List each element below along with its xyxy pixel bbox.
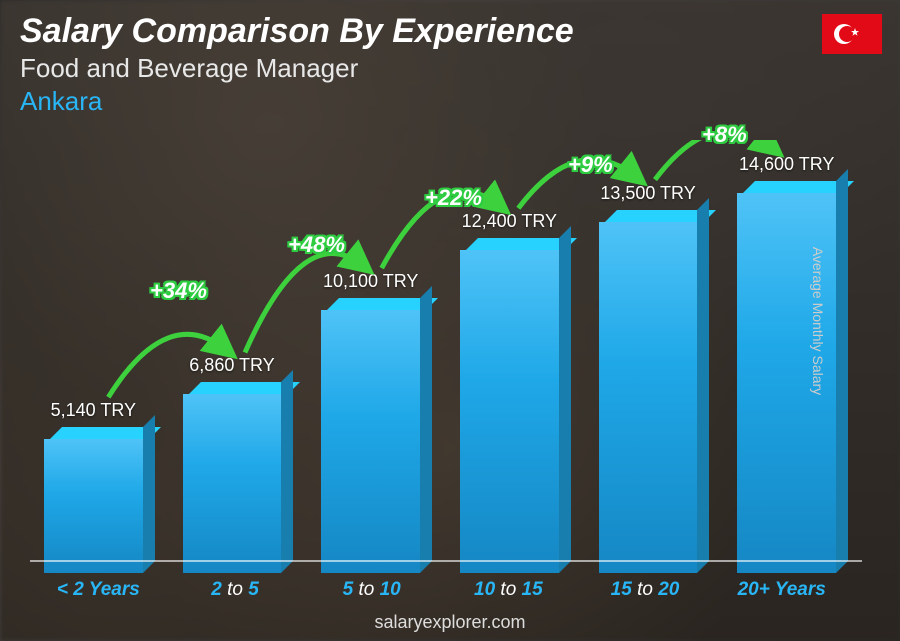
x-axis-label: 15 to 20 (577, 579, 714, 601)
increase-percent-badge: +9% (568, 152, 613, 178)
chart-plot-area: 5,140 TRY 6,860 TRY 10,100 TRY 12,400 TR… (30, 140, 850, 561)
header: Salary Comparison By Experience Food and… (20, 12, 880, 117)
bar-group: 10,100 TRY (307, 140, 434, 561)
bar (44, 427, 143, 561)
x-axis-baseline (30, 560, 862, 562)
bar (183, 382, 282, 561)
bar-value-label: 14,600 TRY (739, 154, 834, 175)
x-axis-label: 2 to 5 (167, 579, 304, 601)
chart-location: Ankara (20, 86, 880, 117)
x-axis-label: 5 to 10 (303, 579, 440, 601)
increase-percent-badge: +34% (150, 278, 207, 304)
bar-value-label: 13,500 TRY (600, 183, 695, 204)
bar (599, 210, 698, 561)
increase-percent-badge: +8% (702, 122, 747, 148)
x-axis-label: < 2 Years (30, 579, 167, 601)
bar-value-label: 6,860 TRY (189, 355, 274, 376)
bar-value-label: 10,100 TRY (323, 271, 418, 292)
turkey-flag-icon (822, 14, 882, 54)
bar-group: 14,600 TRY (723, 140, 850, 561)
bar (460, 238, 559, 561)
bar-group: 13,500 TRY (585, 140, 712, 561)
bar (321, 298, 420, 561)
chart-title: Salary Comparison By Experience (20, 12, 880, 51)
x-axis-label: 20+ Years (713, 579, 850, 601)
bar-group: 5,140 TRY (30, 140, 157, 561)
bar-group: 6,860 TRY (169, 140, 296, 561)
x-axis: < 2 Years2 to 55 to 1010 to 1515 to 2020… (30, 579, 850, 601)
x-axis-label: 10 to 15 (440, 579, 577, 601)
y-axis-label: Average Monthly Salary (810, 246, 826, 394)
increase-percent-badge: +22% (425, 185, 482, 211)
footer-attribution: salaryexplorer.com (0, 612, 900, 633)
bar-value-label: 5,140 TRY (51, 400, 136, 421)
increase-percent-badge: +48% (288, 232, 345, 258)
bar-value-label: 12,400 TRY (462, 211, 557, 232)
chart-subtitle: Food and Beverage Manager (20, 53, 880, 84)
